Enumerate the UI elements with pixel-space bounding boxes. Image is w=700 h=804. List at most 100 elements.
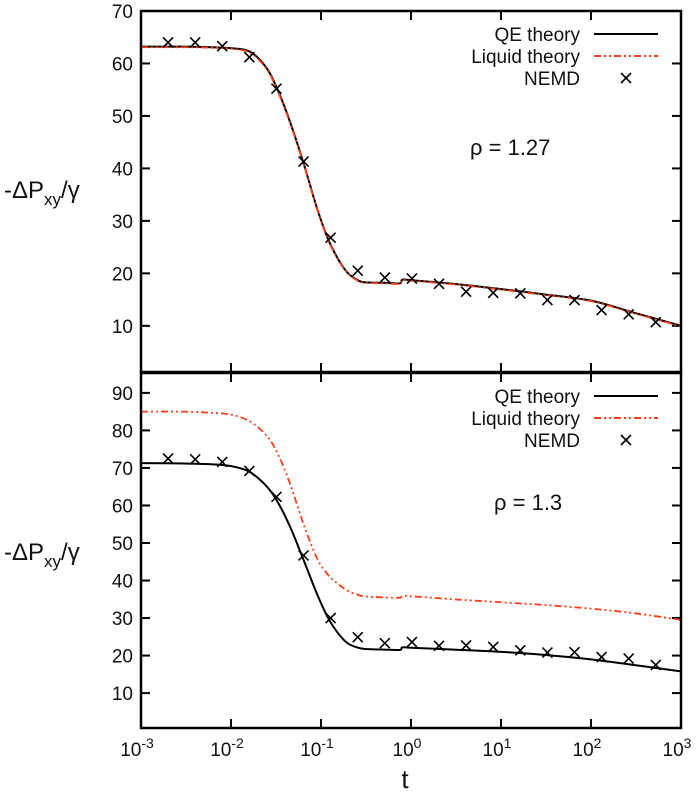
y-tick-label: 90 <box>112 384 133 405</box>
legend-label: Liquid theory <box>471 47 580 68</box>
x-tick-exponent: -1 <box>321 735 334 751</box>
legend-label: Liquid theory <box>471 409 580 430</box>
x-tick-base: 10 <box>300 740 321 761</box>
x-tick-exponent: 2 <box>594 735 602 751</box>
legend-label: QE theory <box>494 387 580 408</box>
y-tick-label: 40 <box>112 159 133 180</box>
nemd-marker <box>596 304 608 316</box>
x-tick-base: 10 <box>663 740 684 761</box>
liquid-theory-line <box>141 46 681 328</box>
nemd-marker <box>352 631 364 643</box>
x-tick-exponent: 3 <box>684 735 692 751</box>
legend-label: NEMD <box>524 69 580 90</box>
ylabel-sub: xy <box>44 552 62 571</box>
nemd-marker <box>623 653 635 665</box>
y-tick-label: 60 <box>112 496 133 517</box>
nemd-marker <box>487 287 499 299</box>
panel-top: -ΔPxy/γ ρ = 1.27 10 20 30 40 50 60 70 QE theory… <box>4 2 683 374</box>
nemd-marker <box>189 453 201 465</box>
x-tick-label: 101 <box>483 735 512 761</box>
x-tick-exponent: -2 <box>231 735 244 751</box>
x-tick-base: 10 <box>483 740 504 761</box>
nemd-marker <box>406 636 418 648</box>
nemd-marker <box>297 549 310 561</box>
x-tick-label: 100 <box>393 735 422 761</box>
nemd-marker <box>270 491 283 503</box>
x-tick-exponent: 0 <box>414 735 422 751</box>
nemd-marker <box>568 294 581 306</box>
x-tick-base: 10 <box>120 740 141 761</box>
nemd-marker <box>650 659 662 671</box>
plot-frame <box>139 371 683 730</box>
nemd-marker <box>352 265 364 277</box>
nemd-marker <box>433 278 445 290</box>
plot-frame <box>139 9 683 374</box>
nemd-marker <box>325 232 337 244</box>
x-tick-exponent: 1 <box>504 735 512 751</box>
qe-theory-line <box>141 45 681 327</box>
nemd-marker <box>325 612 337 624</box>
nemd-marker <box>433 640 445 652</box>
nemd-marker <box>270 83 283 95</box>
nemd-marker <box>541 294 553 306</box>
x-tick-exponent: -3 <box>141 735 154 751</box>
y-tick-label: 60 <box>112 54 133 75</box>
y-tick-label: 80 <box>112 421 133 442</box>
legend-marker-x <box>620 72 632 84</box>
ylabel-end: /γ <box>61 177 80 204</box>
nemd-marker <box>379 271 391 284</box>
legend-marker-x <box>620 434 632 446</box>
nemd-marker <box>650 316 662 328</box>
y-tick-label: 70 <box>112 459 133 480</box>
nemd-marker <box>460 639 472 652</box>
nemd-marker <box>162 36 174 49</box>
annotation-rho-bottom: ρ = 1.3 <box>494 490 562 515</box>
y-tick-label: 50 <box>112 107 133 128</box>
nemd-marker <box>216 456 228 468</box>
ylabel-main: -ΔP <box>4 177 44 204</box>
x-tick-base: 10 <box>573 740 594 761</box>
x-tick-label: 10-3 <box>120 735 154 761</box>
y-tick-label: 10 <box>112 684 133 705</box>
legend-label: NEMD <box>524 431 580 452</box>
nemd-marker <box>297 156 310 168</box>
y-tick-label: 30 <box>112 212 133 233</box>
nemd-marker <box>568 646 581 658</box>
annotation-rho-top: ρ = 1.27 <box>470 135 550 160</box>
y-tick-label: 50 <box>112 534 133 555</box>
nemd-marker <box>623 308 635 320</box>
y-axis-label-top: -ΔPxy/γ <box>4 177 80 209</box>
nemd-marker <box>243 465 255 477</box>
y-tick-label: 10 <box>112 317 133 338</box>
y-tick-label: 70 <box>112 2 133 23</box>
ylabel-end: /γ <box>61 539 80 566</box>
ylabel-sub: xy <box>44 190 62 209</box>
nemd-marker <box>216 40 228 52</box>
legend-label: QE theory <box>494 25 580 46</box>
y-tick-label: 30 <box>112 609 133 630</box>
nemd-marker <box>514 644 526 656</box>
nemd-marker <box>596 651 608 663</box>
y-tick-label: 20 <box>112 264 133 285</box>
liquid-theory-line <box>141 410 681 621</box>
nemd-marker <box>379 637 391 649</box>
nemd-marker <box>541 647 553 659</box>
x-tick-label: 103 <box>663 735 692 761</box>
nemd-marker <box>243 51 255 63</box>
nemd-marker <box>189 36 201 49</box>
ylabel-main: -ΔP <box>4 539 44 566</box>
nemd-marker <box>406 273 418 285</box>
x-tick-base: 10 <box>393 740 414 761</box>
panel-bottom: -ΔPxy/γ ρ = 1.3 t 10203040506070809010-3… <box>4 371 692 794</box>
x-tick-label: 10-2 <box>210 735 244 761</box>
nemd-marker <box>162 452 174 465</box>
y-axis-label-bottom: -ΔPxy/γ <box>4 539 80 571</box>
x-axis-label: t <box>401 764 409 794</box>
x-tick-base: 10 <box>210 740 231 761</box>
x-tick-label: 102 <box>573 735 602 761</box>
nemd-marker <box>487 641 499 653</box>
nemd-marker <box>460 286 472 298</box>
y-tick-label: 20 <box>112 647 133 668</box>
y-tick-label: 40 <box>112 572 133 593</box>
